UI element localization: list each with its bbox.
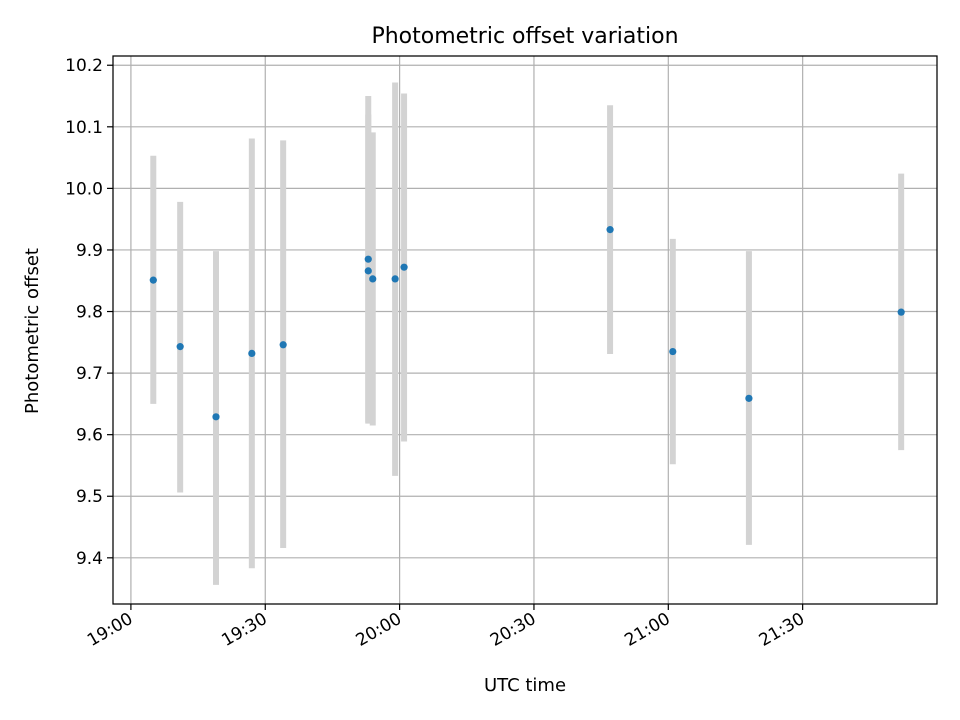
data-point (897, 308, 905, 316)
y-tick-label: 9.8 (76, 303, 103, 323)
y-tick-label: 10.2 (65, 56, 103, 76)
point-layer (149, 226, 905, 421)
plot-frame (112, 55, 938, 605)
data-point (212, 413, 220, 421)
data-point (176, 343, 184, 351)
y-axis-label: Photometric offset (22, 248, 43, 414)
y-tick-label: 9.9 (76, 241, 103, 261)
y-tick-label: 9.6 (76, 426, 103, 446)
data-point (391, 275, 399, 283)
y-tick-label: 10.1 (65, 118, 103, 138)
data-point (369, 275, 377, 283)
y-tick-label: 10.0 (65, 179, 103, 199)
y-tick-label: 9.7 (76, 364, 103, 384)
y-tick-label: 9.4 (76, 549, 103, 569)
data-point (669, 347, 677, 356)
data-point (606, 226, 614, 234)
data-point (364, 255, 372, 263)
chart-title: Photometric offset variation (371, 24, 678, 49)
data-point (400, 263, 408, 271)
y-tick-label: 9.5 (76, 487, 103, 507)
data-point (279, 341, 287, 349)
data-point (149, 276, 157, 284)
data-point (745, 394, 753, 402)
data-point (248, 349, 256, 357)
x-axis-label: UTC time (484, 675, 566, 696)
data-point (364, 267, 372, 275)
